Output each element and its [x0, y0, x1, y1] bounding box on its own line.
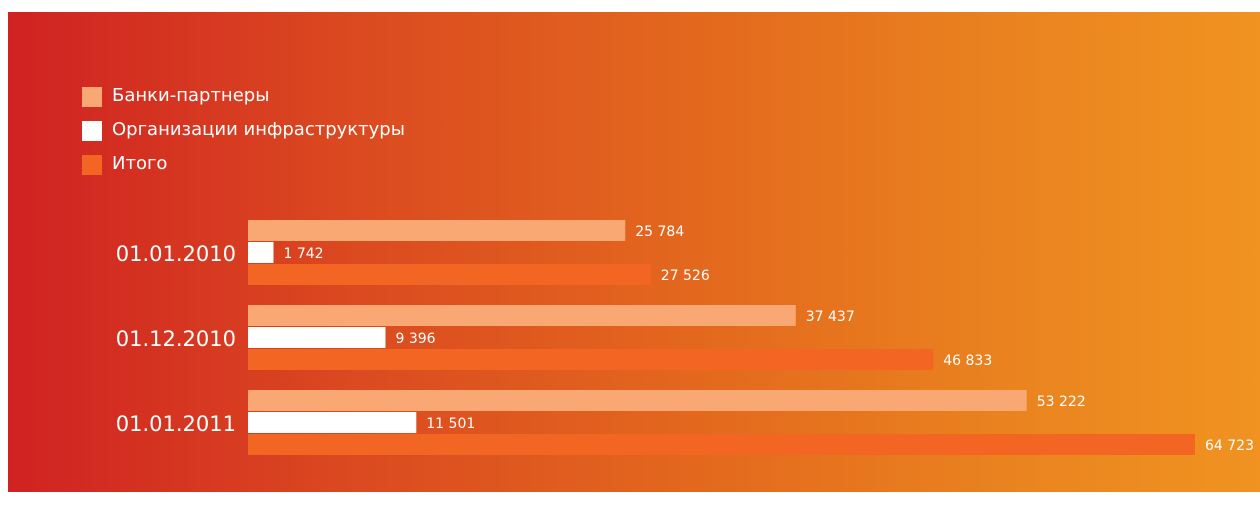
value-label-banks: 37 437	[806, 309, 855, 325]
bar-infrastructure	[248, 242, 273, 263]
value-label-total: 27 526	[661, 268, 710, 284]
bar-total	[248, 434, 1195, 455]
bar-banks	[248, 305, 796, 326]
value-label-banks: 25 784	[635, 224, 684, 240]
value-label-total: 64 723	[1205, 438, 1254, 454]
value-label-infrastructure: 9 396	[395, 331, 435, 347]
bar-infrastructure	[248, 327, 385, 348]
bar-banks	[248, 390, 1027, 411]
category-label: 01.12.2010	[116, 327, 236, 351]
bar-total	[248, 264, 651, 285]
bar-infrastructure	[248, 412, 416, 433]
value-label-infrastructure: 11 501	[426, 416, 475, 432]
bar-banks	[248, 220, 625, 241]
value-label-total: 46 833	[943, 353, 992, 369]
value-label-infrastructure: 1 742	[283, 246, 323, 262]
bar-total	[248, 349, 933, 370]
value-label-banks: 53 222	[1037, 394, 1086, 410]
category-label: 01.01.2010	[116, 242, 236, 266]
category-label: 01.01.2011	[116, 412, 236, 436]
